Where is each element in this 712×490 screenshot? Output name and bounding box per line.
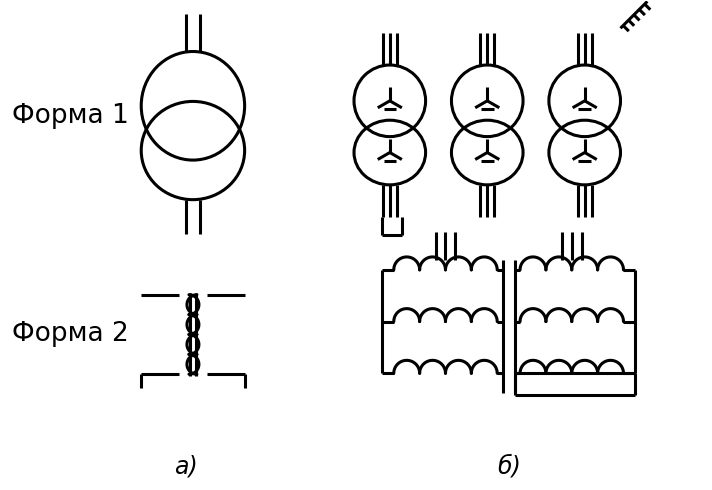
Text: Форма 2: Форма 2 [12, 321, 129, 347]
Text: Форма 1: Форма 1 [12, 103, 129, 129]
Text: а): а) [174, 455, 198, 479]
Text: б): б) [497, 455, 521, 479]
